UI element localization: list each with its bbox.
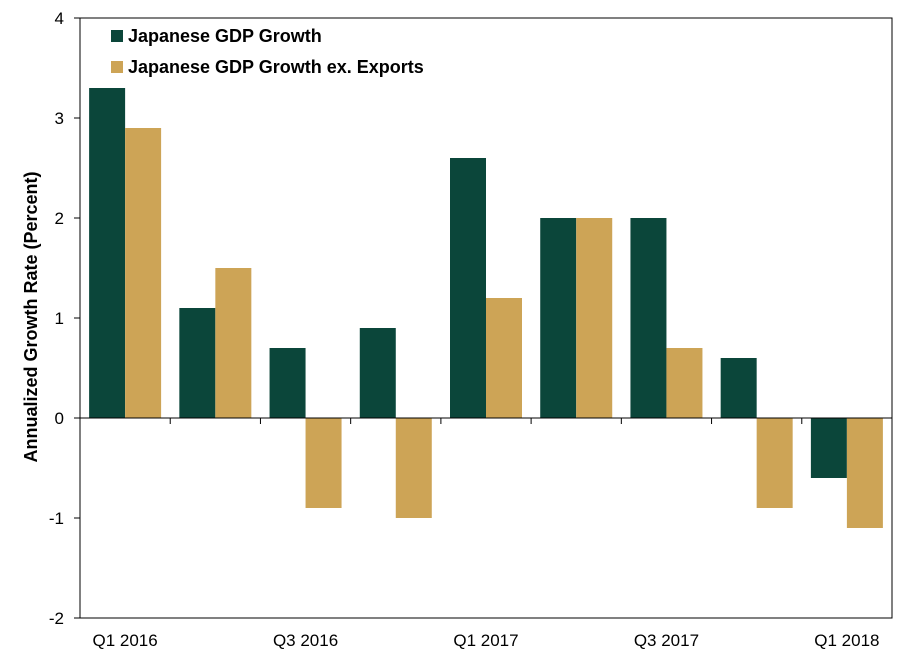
y-tick-label: 2 — [55, 209, 64, 228]
bar-gdp-growth-ex-exports — [305, 418, 342, 508]
bar-gdp-growth-ex-exports — [666, 348, 703, 418]
y-tick-label: 3 — [55, 109, 64, 128]
y-tick-label: 0 — [55, 409, 64, 428]
bar-gdp-growth — [450, 158, 486, 418]
legend: Japanese GDP Growth Japanese GDP Growth e… — [111, 26, 424, 77]
bar-gdp-growth — [720, 358, 757, 418]
bar-gdp-growth — [89, 88, 126, 418]
bar-gdp-growth — [810, 418, 847, 478]
legend-swatch — [111, 61, 123, 73]
legend-swatch — [111, 30, 123, 42]
x-axis: Q1 2016 Q3 2016 Q1 2017 Q3 2017 Q1 2018 — [79, 417, 893, 650]
bar-gdp-growth — [359, 328, 396, 418]
bar-gdp-growth-ex-exports — [576, 218, 613, 418]
x-tick-label: Q1 2018 — [814, 631, 879, 650]
legend-label: Japanese GDP Growth ex. Exports — [128, 57, 424, 77]
x-tick-label: Q1 2017 — [453, 631, 518, 650]
bar-gdp-growth-ex-exports — [756, 418, 793, 508]
x-tick-label: Q3 2017 — [634, 631, 699, 650]
y-tick-label: -2 — [49, 609, 64, 628]
legend-label: Japanese GDP Growth — [128, 26, 322, 46]
bar-gdp-growth-ex-exports — [486, 298, 522, 418]
bar-gdp-growth — [540, 218, 577, 418]
bar-gdp-growth-ex-exports — [125, 128, 162, 418]
y-tick-label: 4 — [55, 9, 64, 28]
bar-gdp-growth-ex-exports — [215, 268, 252, 418]
x-tick-label: Q3 2016 — [273, 631, 338, 650]
y-axis-title: Annualized Growth Rate (Percent) — [21, 171, 41, 462]
bar-gdp-growth — [630, 218, 667, 418]
y-tick-label: -1 — [49, 509, 64, 528]
bar-gdp-growth-ex-exports — [846, 418, 883, 528]
bars — [89, 88, 883, 528]
bar-gdp-growth — [269, 348, 306, 418]
y-axis: 4 3 2 1 0 -1 -2 — [49, 9, 80, 628]
bar-gdp-growth — [179, 308, 216, 418]
bar-gdp-growth-ex-exports — [395, 418, 432, 518]
y-tick-label: 1 — [55, 309, 64, 328]
x-tick-label: Q1 2016 — [92, 631, 157, 650]
